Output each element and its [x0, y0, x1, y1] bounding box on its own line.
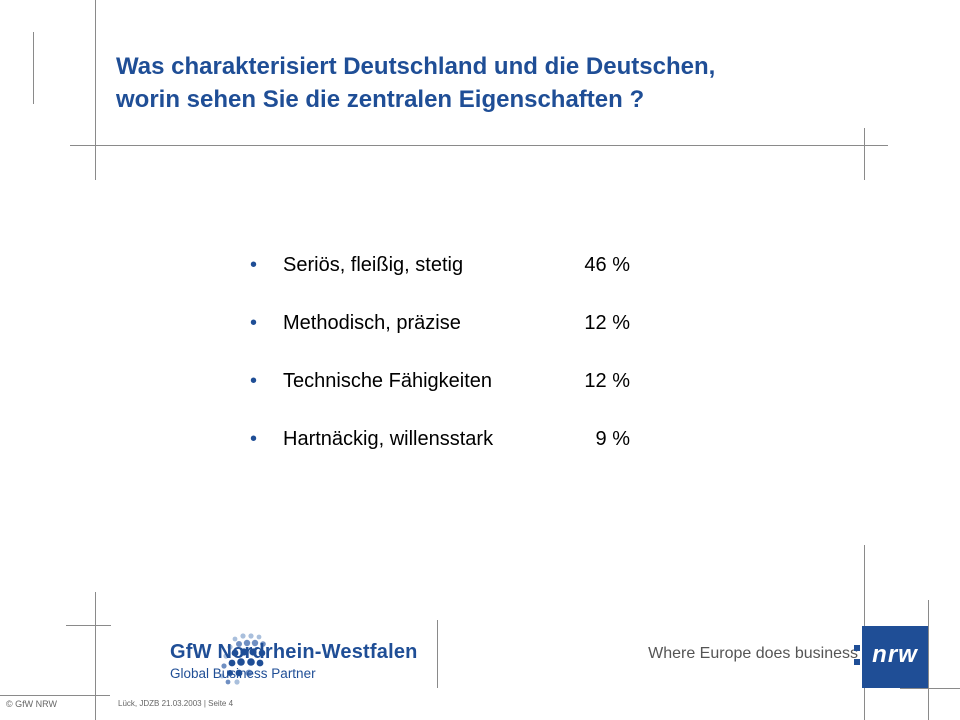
colon-dots-icon [854, 645, 860, 665]
item-label: Seriös, fleißig, stetig [283, 254, 464, 276]
logo-name: GfW Nordrhein-Westfalen [170, 641, 418, 663]
frame-line [66, 625, 111, 626]
frame-line [70, 145, 888, 146]
bullet-icon: • [250, 370, 258, 392]
frame-line [33, 32, 34, 104]
list-item: • Hartnäckig, willensstark 9 % [250, 424, 650, 454]
nrw-logo-text: nrw [872, 641, 918, 668]
bullet-icon: • [250, 312, 258, 334]
copyright-text: © GfW NRW [6, 699, 57, 709]
bullet-icon: • [250, 428, 258, 450]
slide-title: Was charakterisiert Deutschland und die … [116, 50, 856, 116]
list-item: • Technische Fähigkeiten 12 % [250, 366, 650, 396]
title-line-2: worin sehen Sie die zentralen Eigenschaf… [116, 86, 645, 113]
frame-line [95, 592, 96, 720]
title-line-1: Was charakterisiert Deutschland und die … [116, 53, 716, 80]
item-value: 46 % [584, 254, 630, 276]
frame-line [437, 620, 438, 688]
item-label: Hartnäckig, willensstark [283, 428, 494, 450]
item-value: 12 % [584, 370, 630, 392]
item-label: Methodisch, präzise [283, 312, 461, 334]
item-value: 12 % [584, 312, 630, 334]
logo-tagline: Global Business Partner [170, 666, 316, 681]
footer-reference: Lück, JDZB 21.03.2003 | Seite 4 [118, 699, 234, 708]
item-value: 9 % [595, 428, 630, 450]
list-item: • Seriös, fleißig, stetig 46 % [250, 250, 650, 280]
frame-line [928, 600, 929, 720]
frame-line [0, 695, 110, 696]
item-label: Technische Fähigkeiten [283, 370, 493, 392]
frame-line [900, 688, 960, 689]
frame-line [864, 128, 865, 180]
list-item: • Methodisch, präzise 12 % [250, 308, 650, 338]
frame-line [95, 0, 96, 180]
bullet-icon: • [250, 254, 258, 276]
gfw-globe-logo-icon [219, 633, 266, 685]
nrw-logo: nrw [862, 626, 928, 688]
brand-slogan: Where Europe does business [648, 645, 858, 662]
